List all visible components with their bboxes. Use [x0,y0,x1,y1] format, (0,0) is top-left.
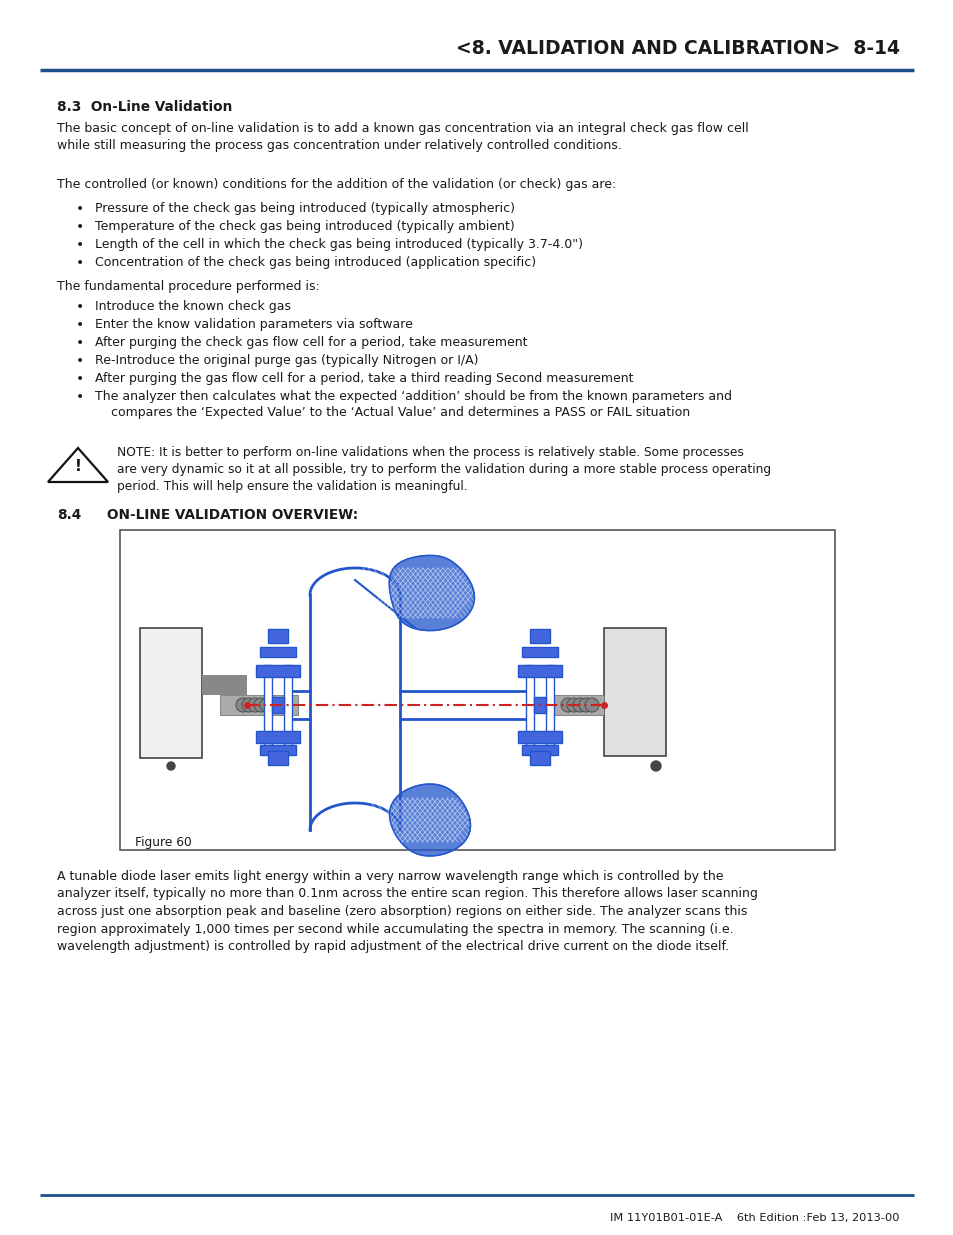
Text: After purging the gas flow cell for a period, take a third reading Second measur: After purging the gas flow cell for a pe… [95,372,633,385]
Bar [530,629,550,643]
Bar [554,695,603,715]
Text: NOTE: It is better to perform on-line validations when the process is relatively: NOTE: It is better to perform on-line va… [117,446,770,493]
Text: Pressure of the check gas being introduced (typically atmospheric): Pressure of the check gas being introduc… [95,203,515,215]
Text: •: • [76,354,84,368]
Bar [255,664,299,677]
Text: IM 11Y01B01-01E-A    6th Edition :Feb 13, 2013-00: IM 11Y01B01-01E-A 6th Edition :Feb 13, 2… [610,1213,899,1223]
Circle shape [260,698,274,713]
Text: Length of the cell in which the check gas being introduced (typically 3.7-4.0"): Length of the cell in which the check ga… [95,238,582,251]
Bar [517,664,561,677]
Text: !: ! [74,459,81,474]
Text: <8. VALIDATION AND CALIBRATION>  8-14: <8. VALIDATION AND CALIBRATION> 8-14 [456,38,899,58]
Text: •: • [76,372,84,387]
Circle shape [560,698,575,713]
Text: 8.4: 8.4 [57,508,81,522]
Bar [120,530,834,850]
Text: •: • [76,390,84,404]
Text: The basic concept of on-line validation is to add a known gas concentration via : The basic concept of on-line validation … [57,122,748,152]
Circle shape [650,761,660,771]
Circle shape [167,762,174,769]
Text: •: • [76,317,84,332]
Text: Figure 60: Figure 60 [135,836,192,848]
Text: •: • [76,256,84,270]
Circle shape [242,698,255,713]
Bar [525,664,534,745]
Text: •: • [76,203,84,216]
Bar [521,647,558,657]
Text: •: • [76,220,84,233]
Bar [521,745,558,755]
Bar [284,664,292,745]
Text: •: • [76,300,84,314]
Text: After purging the check gas flow cell for a period, take measurement: After purging the check gas flow cell fo… [95,336,527,350]
Text: •: • [76,238,84,252]
Bar [202,676,247,695]
Bar [264,664,272,745]
Circle shape [578,698,593,713]
Bar [530,751,550,764]
Bar [545,664,554,745]
Bar [534,697,545,713]
Circle shape [235,698,250,713]
Text: Concentration of the check gas being introduced (application specific): Concentration of the check gas being int… [95,256,536,269]
Circle shape [573,698,586,713]
Text: Introduce the known check gas: Introduce the known check gas [95,300,291,312]
Circle shape [248,698,262,713]
Bar [260,745,295,755]
Circle shape [253,698,268,713]
Text: The analyzer then calculates what the expected ‘addition’ should be from the kno: The analyzer then calculates what the ex… [95,390,731,419]
Text: The fundamental procedure performed is:: The fundamental procedure performed is: [57,280,319,293]
Bar [260,647,295,657]
Polygon shape [389,556,474,631]
Text: A tunable diode laser emits light energy within a very narrow wavelength range w: A tunable diode laser emits light energy… [57,869,757,953]
Text: The controlled (or known) conditions for the addition of the validation (or chec: The controlled (or known) conditions for… [57,178,616,191]
Bar [603,629,665,756]
Bar [268,629,288,643]
Text: Enter the know validation parameters via software: Enter the know validation parameters via… [95,317,413,331]
Circle shape [584,698,598,713]
Bar [268,751,288,764]
Text: 8.3  On-Line Validation: 8.3 On-Line Validation [57,100,233,114]
Bar [272,697,284,713]
Bar [140,629,202,758]
Text: •: • [76,336,84,350]
Bar [220,695,297,715]
Text: Temperature of the check gas being introduced (typically ambient): Temperature of the check gas being intro… [95,220,515,233]
Polygon shape [389,784,470,856]
Bar [517,731,561,743]
Text: ON-LINE VALIDATION OVERVIEW:: ON-LINE VALIDATION OVERVIEW: [107,508,357,522]
Circle shape [566,698,580,713]
Bar [255,731,299,743]
Text: Re-Introduce the original purge gas (typically Nitrogen or I/A): Re-Introduce the original purge gas (typ… [95,354,478,367]
